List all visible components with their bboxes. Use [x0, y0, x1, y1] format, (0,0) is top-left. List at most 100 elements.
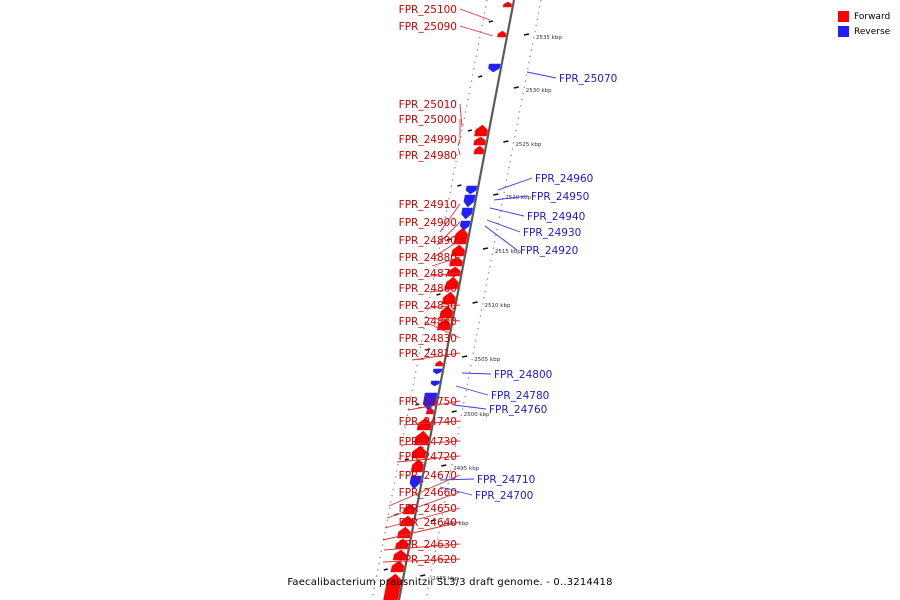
scale-tick-label: 2495 kbp: [453, 466, 479, 472]
legend-item-reverse: Reverse: [838, 24, 890, 39]
leader-line-forward: [383, 543, 461, 551]
track-dash: [467, 129, 473, 132]
leader-line-forward: [382, 558, 461, 563]
gene-label-forward: FPR_24850: [399, 300, 457, 312]
scale-tick: [441, 464, 447, 467]
gene-label-reverse: FPR_24960: [535, 173, 593, 185]
leader-line-reverse: [455, 385, 489, 396]
gene-reverse-glyph: [430, 380, 440, 387]
gene-label-reverse: FPR_24800: [494, 369, 552, 381]
gene-label-reverse: FPR_24780: [491, 390, 549, 402]
leader-line-forward: [427, 317, 461, 322]
gene-label-reverse: FPR_24940: [527, 211, 585, 223]
gene-reverse-glyph: [465, 185, 478, 195]
gene-forward-glyph: [410, 458, 424, 473]
gene-label-forward: FPR_24750: [399, 396, 457, 408]
map-caption: Faecalibacterium prausnitzii SL3/3 draft…: [287, 577, 613, 588]
gene-forward-glyph: [383, 573, 402, 600]
track-dash: [488, 20, 493, 23]
gene-forward-glyph: [400, 515, 414, 527]
leader-line-forward: [411, 352, 461, 361]
forward-swatch: [838, 11, 849, 22]
gene-forward-glyph: [441, 291, 456, 305]
gene-forward-glyph: [397, 526, 411, 539]
gene-forward-glyph: [453, 227, 468, 245]
gene-label-forward: FPR_24730: [399, 436, 457, 448]
legend-item-forward: Forward: [838, 9, 890, 24]
gene-label-reverse: FPR_24920: [520, 245, 578, 257]
leader-line-forward: [459, 8, 491, 21]
legend-label-reverse: Reverse: [854, 26, 891, 37]
leader-line-reverse: [489, 207, 525, 217]
gene-reverse-glyph: [459, 220, 471, 231]
gene-label-forward: FPR_24890: [399, 235, 457, 247]
leader-line-reverse: [461, 372, 492, 375]
gene-label-forward: FPR_25090: [399, 21, 457, 33]
gene-label-forward: FPR_24990: [399, 134, 457, 146]
scale-tick-label: 2510 kbp: [485, 303, 511, 309]
leader-line-forward: [458, 149, 461, 156]
leader-line-forward: [429, 287, 461, 293]
track-dash: [478, 75, 483, 78]
gene-label-forward: FPR_24830: [399, 333, 457, 345]
gene-label-forward: FPR_24880: [399, 252, 457, 264]
gene-forward-glyph: [439, 305, 454, 319]
leader-line-reverse: [526, 71, 557, 79]
gene-label-forward: FPR_24860: [399, 283, 457, 295]
scale-tick: [420, 574, 426, 577]
leader-line-reverse: [439, 486, 473, 496]
gene-forward-glyph: [473, 136, 486, 146]
scale-tick: [523, 33, 530, 36]
gene-forward-glyph: [390, 560, 405, 573]
gene-label-forward: FPR_24660: [399, 487, 457, 499]
gene-forward-glyph: [435, 360, 444, 367]
scale-tick: [472, 301, 478, 304]
gene-forward-glyph: [394, 538, 409, 550]
scale-tick: [503, 140, 509, 143]
scale-tick-label: 2530 kbp: [526, 88, 552, 94]
scale-tick: [451, 410, 457, 413]
gene-label-forward: FPR_24810: [399, 348, 457, 360]
gene-label-forward: FPR_24640: [399, 517, 457, 529]
leader-line-forward: [407, 400, 461, 411]
leader-line-reverse: [497, 177, 533, 191]
gene-reverse-glyph: [432, 368, 443, 375]
leader-line-forward: [429, 272, 461, 277]
leader-line-reverse: [486, 219, 521, 233]
gene-forward-glyph: [497, 30, 507, 38]
scale-tick-label: 2485 kbp: [432, 576, 458, 582]
leader-line-forward: [386, 491, 461, 519]
leader-line-reverse: [439, 478, 475, 481]
gene-label-forward: FPR_24870: [399, 268, 457, 280]
reverse-swatch: [838, 26, 849, 37]
gene-forward-glyph: [473, 145, 485, 155]
scale-tick: [493, 193, 499, 196]
gene-label-forward: FPR_24900: [399, 217, 457, 229]
gene-label-reverse: FPR_24760: [489, 404, 547, 416]
leader-line-forward: [384, 507, 461, 529]
scale-tick-label: 2515 kbp: [495, 249, 521, 255]
leader-line-forward: [459, 103, 463, 128]
leader-line-forward: [382, 521, 461, 541]
gene-label-forward: FPR_24980: [399, 150, 457, 162]
leader-line-forward: [431, 256, 461, 267]
leader-line-forward: [436, 221, 461, 246]
gene-label-reverse: FPR_24950: [531, 191, 589, 203]
leader-line-forward: [439, 203, 461, 233]
gene-forward-glyph: [392, 549, 407, 561]
gene-label-forward: FPR_24910: [399, 199, 457, 211]
leader-line-forward: [396, 455, 461, 463]
scale-tick: [462, 355, 468, 358]
legend: Forward Reverse: [838, 9, 890, 39]
gene-reverse-glyph: [461, 207, 473, 220]
gene-forward-glyph: [413, 430, 430, 446]
track-dash: [436, 293, 441, 296]
guide-dotted-line: [371, 0, 488, 600]
gene-forward-glyph: [436, 318, 451, 331]
legend-label-forward: Forward: [854, 11, 891, 22]
gene-label-forward: FPR_24840: [399, 316, 457, 328]
leader-line-forward: [459, 25, 494, 37]
gene-label-reverse: FPR_24710: [477, 474, 535, 486]
scale-tick-label: 2520 kbp: [505, 195, 531, 201]
